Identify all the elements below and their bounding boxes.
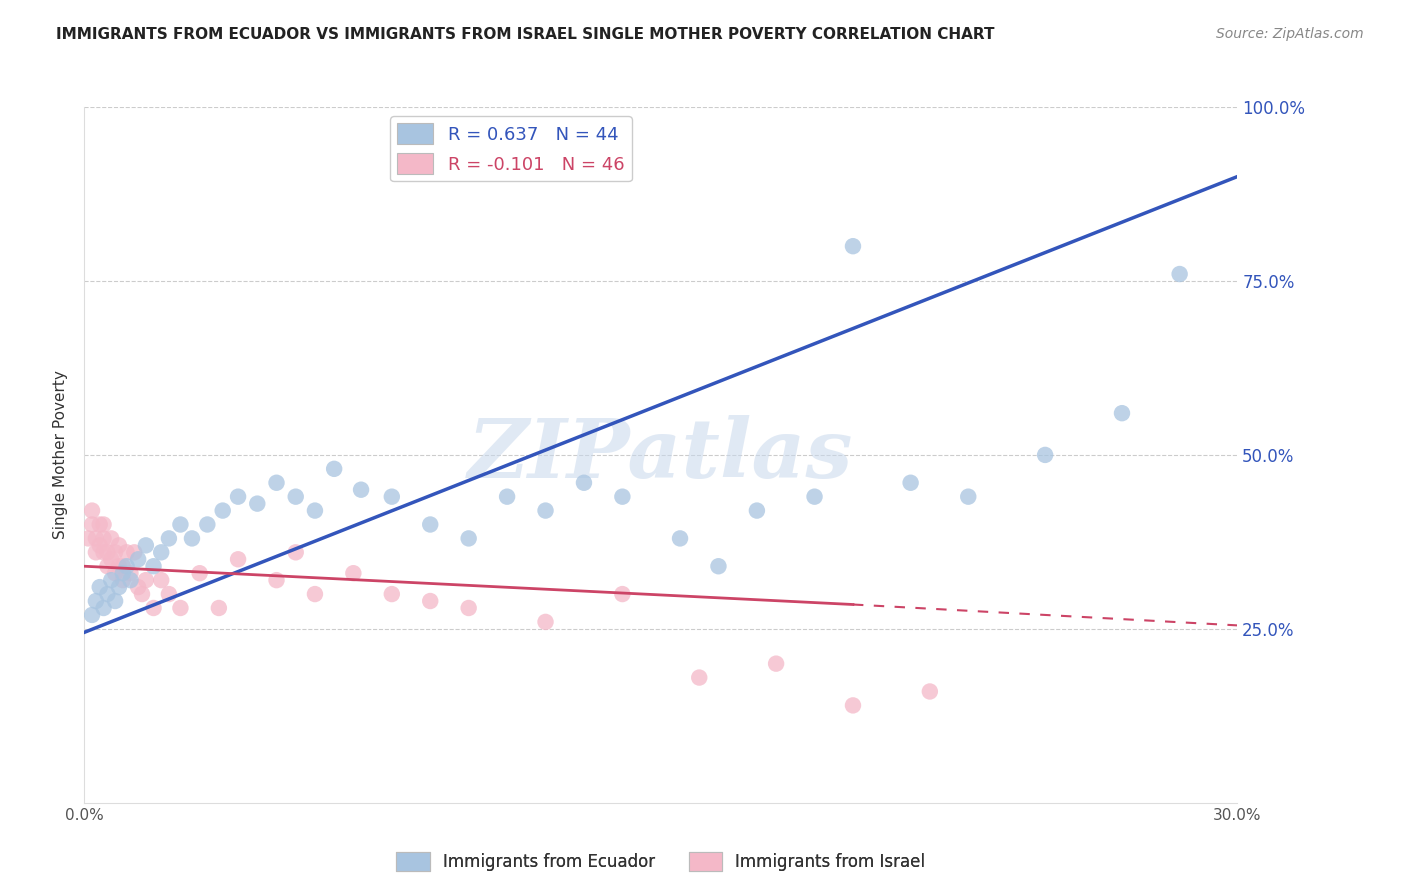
Point <box>157 532 180 546</box>
Point <box>77 532 100 546</box>
Point <box>135 538 157 552</box>
Point <box>157 587 180 601</box>
Point <box>745 503 768 517</box>
Point <box>169 601 191 615</box>
Point <box>84 545 107 559</box>
Point <box>612 587 634 601</box>
Point <box>534 503 557 517</box>
Point <box>1033 448 1056 462</box>
Point <box>419 594 441 608</box>
Text: IMMIGRANTS FROM ECUADOR VS IMMIGRANTS FROM ISRAEL SINGLE MOTHER POVERTY CORRELAT: IMMIGRANTS FROM ECUADOR VS IMMIGRANTS FR… <box>56 27 994 42</box>
Point <box>93 532 115 546</box>
Point <box>803 490 825 504</box>
Point <box>612 490 634 504</box>
Point <box>104 594 127 608</box>
Point <box>266 475 288 490</box>
Point <box>226 552 249 566</box>
Point <box>765 657 787 671</box>
Legend: Immigrants from Ecuador, Immigrants from Israel: Immigrants from Ecuador, Immigrants from… <box>389 846 932 878</box>
Point <box>108 538 131 552</box>
Point <box>150 545 173 559</box>
Point <box>707 559 730 574</box>
Point <box>150 573 173 587</box>
Point <box>226 490 249 504</box>
Point <box>127 580 149 594</box>
Point <box>80 503 103 517</box>
Point <box>381 587 404 601</box>
Point <box>350 483 373 497</box>
Point <box>572 475 595 490</box>
Point <box>381 490 404 504</box>
Point <box>104 545 127 559</box>
Point <box>195 517 218 532</box>
Point <box>89 538 111 552</box>
Point <box>266 573 288 587</box>
Point <box>957 490 980 504</box>
Point <box>188 566 211 581</box>
Y-axis label: Single Mother Poverty: Single Mother Poverty <box>53 370 69 540</box>
Point <box>135 573 157 587</box>
Point <box>457 532 479 546</box>
Point <box>246 497 269 511</box>
Point <box>80 517 103 532</box>
Point <box>323 462 346 476</box>
Point <box>96 587 118 601</box>
Point <box>181 532 204 546</box>
Point <box>93 601 115 615</box>
Text: Source: ZipAtlas.com: Source: ZipAtlas.com <box>1216 27 1364 41</box>
Point <box>842 698 865 713</box>
Point <box>80 607 103 622</box>
Point <box>131 587 153 601</box>
Point <box>127 552 149 566</box>
Point <box>342 566 364 581</box>
Point <box>842 239 865 253</box>
Point <box>104 566 127 581</box>
Point <box>534 615 557 629</box>
Point <box>93 545 115 559</box>
Point <box>419 517 441 532</box>
Text: ZIPatlas: ZIPatlas <box>468 415 853 495</box>
Point <box>120 566 142 581</box>
Point <box>100 552 122 566</box>
Point <box>115 545 138 559</box>
Point <box>96 559 118 574</box>
Point <box>284 490 307 504</box>
Point <box>918 684 941 698</box>
Point <box>100 532 122 546</box>
Point <box>284 545 307 559</box>
Point <box>115 559 138 574</box>
Point <box>100 573 122 587</box>
Point <box>84 532 107 546</box>
Point <box>900 475 922 490</box>
Point <box>120 573 142 587</box>
Point <box>304 587 326 601</box>
Point <box>688 671 710 685</box>
Point <box>124 545 146 559</box>
Point <box>111 559 134 574</box>
Point <box>208 601 231 615</box>
Point <box>304 503 326 517</box>
Point <box>96 545 118 559</box>
Point <box>108 559 131 574</box>
Point <box>142 601 165 615</box>
Point <box>93 517 115 532</box>
Point <box>111 566 134 581</box>
Point <box>211 503 233 517</box>
Point <box>1168 267 1191 281</box>
Point <box>89 580 111 594</box>
Point <box>669 532 692 546</box>
Point <box>111 573 134 587</box>
Point <box>496 490 519 504</box>
Point <box>169 517 191 532</box>
Point <box>89 517 111 532</box>
Point <box>108 580 131 594</box>
Point <box>84 594 107 608</box>
Point <box>1111 406 1133 420</box>
Point <box>142 559 165 574</box>
Point <box>457 601 479 615</box>
